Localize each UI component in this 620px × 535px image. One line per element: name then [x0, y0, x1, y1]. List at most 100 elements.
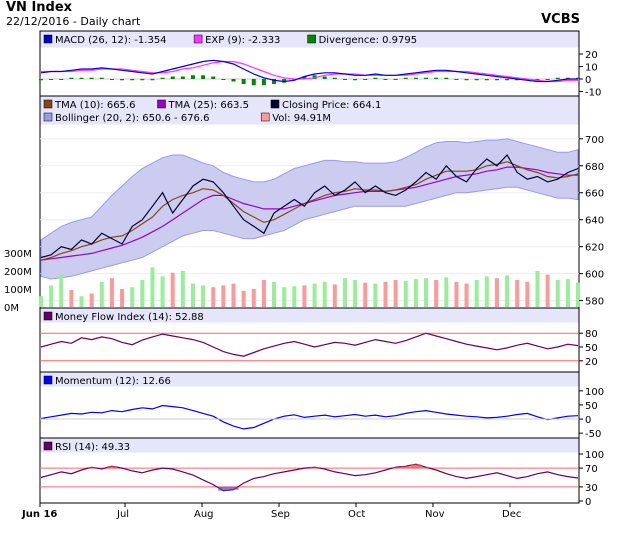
macd-divergence-bar [434, 77, 439, 79]
macd-divergence-bar [59, 79, 64, 80]
volume-bar [505, 275, 510, 307]
price-legend-label-4: Vol: 94.91M [272, 113, 331, 124]
volume-bar [150, 267, 155, 307]
macd-legend-swatch-0 [43, 34, 53, 44]
rsi-overbought-area [86, 467, 97, 469]
macd-legend-label-0: MACD (26, 12): -1.354 [55, 35, 167, 46]
volume-bar [251, 289, 256, 307]
macd-divergence-bar [444, 77, 449, 79]
macd-divergence-bar [211, 76, 216, 79]
volume-bar [444, 277, 449, 307]
momentum-ytick-label-3: -50 [585, 429, 601, 440]
volume-bar [170, 272, 175, 307]
tma10-line [40, 161, 579, 261]
macd-divergence-bar [363, 79, 368, 80]
volume-bar [393, 280, 398, 307]
price-panel-legend-band [40, 96, 579, 125]
macd-divergence-bar [140, 79, 145, 81]
momentum-line [40, 404, 579, 430]
rsi-oversold-area [218, 486, 229, 491]
volume-bar [353, 280, 358, 307]
volume-bar [39, 296, 43, 307]
macd-legend-label-1: EXP (9): -2.333 [205, 35, 280, 46]
volume-bar [555, 280, 560, 307]
xtick-label-5: Nov [425, 509, 445, 520]
volume-bar [231, 283, 236, 307]
macd-divergence-bar [464, 79, 469, 81]
volume-bar [261, 280, 266, 307]
rsi-legend-band [40, 438, 579, 453]
macd-ytick-label-3: -10 [585, 88, 601, 99]
macd-divergence-bar [424, 77, 429, 79]
macd-divergence-bar [69, 77, 74, 79]
price-legend-swatch-4 [260, 112, 270, 122]
price-ytick-label-5: 600 [585, 270, 604, 281]
mfi-ytick-label-2: 20 [585, 357, 598, 368]
rsi-overbought-area [106, 466, 117, 469]
rsi-legend-swatch-0 [43, 441, 53, 451]
macd-divergence-bar [130, 79, 135, 81]
macd-divergence-bar [231, 79, 236, 82]
volume-bar [403, 280, 408, 307]
macd-line [40, 59, 578, 83]
volume-bar [515, 280, 520, 307]
volume-ytick-label-3: 0M [4, 303, 19, 314]
macd-divergence-bar [251, 79, 256, 86]
volume-bar [130, 287, 135, 307]
macd-ytick-label-0: 20 [585, 50, 598, 61]
macd-legend-swatch-2 [307, 34, 316, 44]
macd-legend-swatch-1 [193, 34, 203, 44]
macd-divergence-bar [332, 77, 337, 79]
volume-bar [342, 278, 347, 307]
rsi-overbought-area [421, 467, 432, 469]
macd-divergence-bar [312, 75, 317, 79]
volume-bar [424, 278, 429, 307]
volume-ytick-label-0: 300M [4, 249, 32, 260]
macd-divergence-bar [190, 75, 195, 79]
rsi-ytick-label-0: 100 [585, 450, 604, 461]
macd-divergence-bar [79, 77, 84, 79]
volume-bar [535, 271, 540, 307]
momentum-legend-label-0: Momentum (12): 12.66 [55, 376, 171, 387]
macd-divergence-bar [99, 77, 104, 79]
rsi-legend-label-0: RSI (14): 49.33 [55, 442, 130, 453]
mfi-legend-swatch-0 [43, 311, 53, 321]
macd-divergence-bar [39, 79, 43, 81]
volume-bar [190, 283, 195, 307]
closing-price-line [40, 154, 579, 259]
volume-bar [49, 285, 54, 307]
macd-divergence-bar [484, 79, 489, 81]
volume-bar [292, 286, 297, 307]
rsi-line [40, 463, 579, 492]
price-ytick-label-4: 620 [585, 243, 604, 254]
volume-bar [79, 296, 84, 307]
volume-bar [160, 276, 165, 307]
macd-divergence-bar [545, 79, 550, 80]
price-legend-swatch-2 [270, 99, 280, 109]
rsi-oversold-area [228, 486, 239, 490]
volume-bar [464, 283, 469, 307]
momentum-ytick-label-0: 100 [585, 387, 604, 398]
price-legend-swatch-3 [43, 112, 53, 122]
data-source-label: VCBS [541, 12, 580, 27]
macd-divergence-bar [180, 76, 185, 79]
volume-bar [383, 281, 388, 307]
price-ytick-label-2: 660 [585, 189, 604, 200]
volume-bar [180, 271, 185, 307]
volume-bar [434, 280, 439, 307]
rsi-overbought-area [410, 464, 421, 469]
momentum-legend-swatch-0 [43, 375, 53, 385]
volume-bar [363, 282, 368, 307]
volume-bar [565, 279, 570, 307]
volume-bar [312, 283, 317, 307]
volume-ytick-label-1: 200M [4, 267, 32, 278]
volume-bar [322, 281, 327, 307]
mfi-ytick-label-0: 80 [585, 329, 598, 340]
macd-divergence-bar [403, 77, 408, 79]
volume-bar [413, 279, 418, 307]
macd-divergence-bar [474, 79, 479, 81]
tma25-line [40, 166, 578, 261]
price-ytick-label-1: 680 [585, 162, 604, 173]
volume-bar [373, 283, 378, 307]
